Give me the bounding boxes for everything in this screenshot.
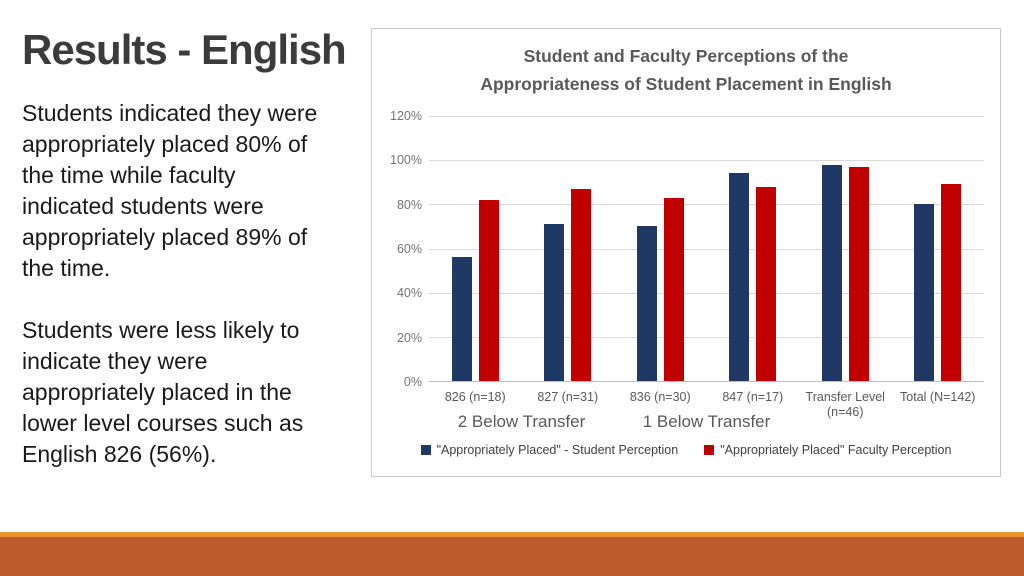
y-tick-label: 60% <box>396 242 422 256</box>
x-tick-label: 847 (n=17) <box>722 390 784 404</box>
x-axis-labels: 826 (n=18) 827 (n=31) 836 (n=30) 847 (n=17)… <box>429 390 984 420</box>
plot-area <box>429 116 984 382</box>
bar-student <box>914 204 935 381</box>
gridline <box>429 116 984 117</box>
legend-label: "Appropriately Placed" Faculty Perceptio… <box>720 443 952 457</box>
legend: "Appropriately Placed" - Student Percept… <box>372 443 1000 457</box>
gridline <box>429 292 984 294</box>
x-tick-label: Transfer Level (n=46) <box>805 390 885 419</box>
bar-group <box>707 116 800 381</box>
legend-swatch <box>420 445 431 455</box>
bar-group <box>892 116 985 381</box>
y-axis-labels: 120% 100% 80% 60% 40% 20% 0% <box>378 109 422 389</box>
gridline <box>429 336 984 338</box>
legend-swatch <box>704 445 715 455</box>
group-labels: 2 Below Transfer 1 Below Transfer <box>429 412 984 436</box>
x-tick-label: 836 (n=30) <box>629 390 691 404</box>
gridline <box>429 204 984 206</box>
slide-title: Results - English <box>22 26 347 73</box>
y-tick-label: 120% <box>390 109 422 123</box>
x-tick-label: 827 (n=31) <box>537 390 599 404</box>
paragraph-student-faculty-placement: Students indicated they were appropriate… <box>22 100 318 281</box>
chart-title-line-1: Student and Faculty Perceptions of the <box>523 46 849 66</box>
bar-student <box>729 173 750 381</box>
bar-group <box>522 116 615 381</box>
y-tick-label: 100% <box>390 153 422 168</box>
bar-group <box>429 116 522 381</box>
chart-title-line-2: Appropriateness of Student Placement in … <box>480 74 892 94</box>
bar-group <box>614 116 707 381</box>
bar-faculty <box>848 166 869 381</box>
bar-faculty <box>571 188 592 381</box>
y-tick-label: 20% <box>396 330 422 345</box>
bar-group <box>799 116 892 381</box>
axis-group-label: 1 Below Transfer <box>642 412 771 431</box>
chart: Student and Faculty Perceptions of the A… <box>371 28 1001 477</box>
axis-group-label: 2 Below Transfer <box>457 412 586 431</box>
bar-faculty <box>756 186 777 381</box>
paragraph-lower-level-courses: Students were less likely to indicate th… <box>22 317 304 467</box>
gridline <box>429 160 984 162</box>
legend-label: "Appropriately Placed" - Student Percept… <box>436 443 679 457</box>
bar-student <box>544 224 565 381</box>
x-tick-label: 826 (n=18) <box>444 390 506 404</box>
bar-student <box>636 226 657 381</box>
bar-faculty <box>941 184 962 381</box>
gridline <box>429 248 984 250</box>
legend-item: "Appropriately Placed" Faculty Perceptio… <box>704 443 951 457</box>
y-tick-label: 40% <box>396 286 422 301</box>
bar-faculty <box>663 197 684 381</box>
bar-faculty <box>478 199 499 381</box>
bar-student <box>451 257 472 381</box>
legend-item: "Appropriately Placed" - Student Percept… <box>420 443 679 457</box>
bar-student <box>821 164 842 381</box>
x-tick-label: Total (N=142) <box>900 390 976 404</box>
y-tick-label: 0% <box>403 375 422 389</box>
body-text: Students indicated they were appropriate… <box>22 98 327 501</box>
bar-groups <box>429 116 984 381</box>
footer-bar <box>0 537 1024 576</box>
chart-title: Student and Faculty Perceptions of the A… <box>372 42 1000 98</box>
y-tick-label: 80% <box>396 197 422 212</box>
footer-accent-stripe <box>0 532 1024 537</box>
